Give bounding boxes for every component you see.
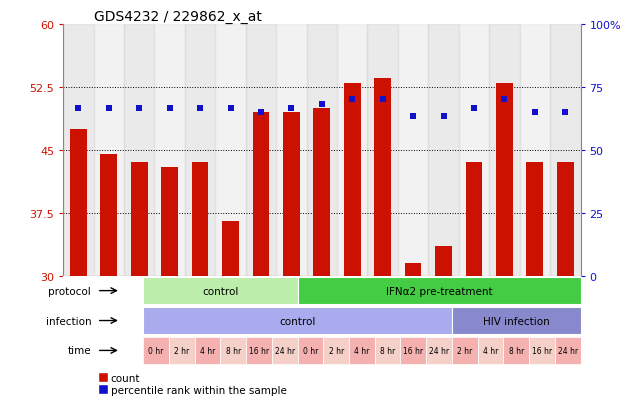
Bar bbox=[283, 113, 300, 276]
Point bbox=[165, 105, 175, 112]
Bar bbox=[478, 337, 504, 364]
Text: 0 hr: 0 hr bbox=[148, 346, 164, 355]
Point bbox=[439, 114, 449, 120]
Bar bbox=[520, 25, 550, 276]
Bar bbox=[298, 337, 323, 364]
Point bbox=[499, 97, 509, 103]
Bar bbox=[246, 337, 272, 364]
Bar bbox=[162, 167, 178, 276]
Text: 2 hr: 2 hr bbox=[329, 346, 344, 355]
Bar bbox=[375, 337, 401, 364]
Bar bbox=[195, 337, 220, 364]
Bar bbox=[526, 163, 543, 276]
Bar bbox=[452, 337, 478, 364]
Bar bbox=[404, 263, 422, 276]
Bar bbox=[374, 79, 391, 276]
Point bbox=[408, 114, 418, 120]
Point bbox=[225, 105, 235, 112]
Bar bbox=[252, 113, 269, 276]
Bar bbox=[215, 25, 245, 276]
Text: 8 hr: 8 hr bbox=[509, 346, 524, 355]
Bar bbox=[435, 247, 452, 276]
Point bbox=[347, 97, 357, 103]
Text: 24 hr: 24 hr bbox=[558, 346, 578, 355]
Text: 4 hr: 4 hr bbox=[354, 346, 370, 355]
Bar bbox=[245, 25, 276, 276]
Bar bbox=[143, 278, 298, 304]
Bar bbox=[504, 337, 529, 364]
Bar bbox=[124, 25, 155, 276]
Point bbox=[73, 105, 83, 112]
Bar bbox=[555, 337, 581, 364]
Bar bbox=[307, 25, 337, 276]
Bar bbox=[272, 337, 298, 364]
Text: 16 hr: 16 hr bbox=[403, 346, 423, 355]
Point bbox=[134, 105, 144, 112]
Text: 16 hr: 16 hr bbox=[249, 346, 269, 355]
Point bbox=[103, 105, 114, 112]
Bar bbox=[169, 337, 195, 364]
Bar bbox=[452, 307, 581, 334]
Bar bbox=[337, 25, 367, 276]
Bar bbox=[155, 25, 185, 276]
Bar bbox=[426, 337, 452, 364]
Text: 0 hr: 0 hr bbox=[303, 346, 318, 355]
Point bbox=[195, 105, 205, 112]
Bar bbox=[398, 25, 428, 276]
Point bbox=[530, 109, 540, 116]
Text: 16 hr: 16 hr bbox=[532, 346, 552, 355]
Bar bbox=[489, 25, 520, 276]
Point bbox=[317, 101, 327, 108]
Legend: count, percentile rank within the sample: count, percentile rank within the sample bbox=[94, 369, 291, 399]
Text: 8 hr: 8 hr bbox=[226, 346, 241, 355]
Bar bbox=[323, 337, 349, 364]
Bar bbox=[70, 129, 86, 276]
Point bbox=[469, 105, 479, 112]
Bar bbox=[220, 337, 246, 364]
Bar bbox=[401, 337, 426, 364]
Point bbox=[560, 109, 570, 116]
Bar bbox=[557, 163, 574, 276]
Bar bbox=[466, 163, 482, 276]
Bar bbox=[185, 25, 215, 276]
Bar bbox=[100, 154, 117, 276]
Point bbox=[256, 109, 266, 116]
Bar bbox=[459, 25, 489, 276]
Text: 4 hr: 4 hr bbox=[200, 346, 215, 355]
Point bbox=[286, 105, 297, 112]
Text: control: control bbox=[280, 316, 316, 326]
Text: 8 hr: 8 hr bbox=[380, 346, 395, 355]
Bar bbox=[298, 278, 581, 304]
Text: time: time bbox=[68, 346, 91, 356]
Point bbox=[377, 97, 387, 103]
Text: infection: infection bbox=[45, 316, 91, 326]
Bar bbox=[367, 25, 398, 276]
Text: IFNα2 pre-treatment: IFNα2 pre-treatment bbox=[386, 286, 492, 296]
Bar bbox=[496, 83, 513, 276]
Bar bbox=[192, 163, 208, 276]
Text: 24 hr: 24 hr bbox=[274, 346, 295, 355]
Bar bbox=[314, 109, 330, 276]
Bar bbox=[276, 25, 307, 276]
Bar bbox=[428, 25, 459, 276]
Bar bbox=[143, 337, 169, 364]
Text: 24 hr: 24 hr bbox=[429, 346, 449, 355]
Bar bbox=[93, 25, 124, 276]
Bar bbox=[349, 337, 375, 364]
Bar bbox=[344, 83, 361, 276]
Text: GDS4232 / 229862_x_at: GDS4232 / 229862_x_at bbox=[94, 10, 262, 24]
Bar bbox=[529, 337, 555, 364]
Text: 2 hr: 2 hr bbox=[174, 346, 189, 355]
Bar bbox=[143, 307, 452, 334]
Bar bbox=[131, 163, 148, 276]
Text: 2 hr: 2 hr bbox=[457, 346, 473, 355]
Bar bbox=[550, 25, 581, 276]
Text: protocol: protocol bbox=[49, 286, 91, 296]
Text: 4 hr: 4 hr bbox=[483, 346, 498, 355]
Text: control: control bbox=[203, 286, 239, 296]
Bar bbox=[63, 25, 93, 276]
Text: HIV infection: HIV infection bbox=[483, 316, 550, 326]
Bar bbox=[222, 221, 239, 276]
